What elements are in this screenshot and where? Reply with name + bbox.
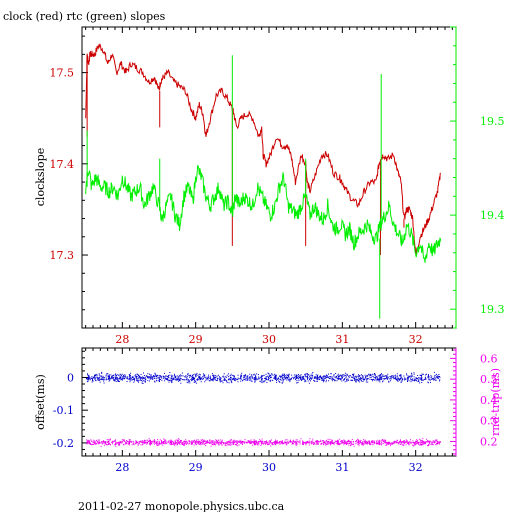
bottom-left-y-axis-label: offset(ms) bbox=[34, 374, 47, 430]
top-right-y-ticks: 19.3 19.4 19.5 bbox=[450, 26, 505, 329]
y-tick-label: 0.6 bbox=[480, 352, 498, 365]
y-tick-label: 19.4 bbox=[480, 209, 505, 222]
top-x-ticks: 28 29 30 31 32 bbox=[85, 27, 453, 346]
y-tick-label: 0.2 bbox=[480, 435, 498, 448]
y-tick-label: -0.1 bbox=[53, 404, 74, 417]
x-tick-label: 30 bbox=[262, 333, 276, 346]
y-tick-label: 17.5 bbox=[50, 67, 75, 80]
series-line-clock bbox=[85, 42, 441, 255]
series-line-rtc bbox=[85, 165, 442, 263]
x-tick-label: 31 bbox=[335, 461, 349, 474]
y-tick-label: 19.5 bbox=[480, 115, 505, 128]
x-tick-label: 31 bbox=[335, 333, 349, 346]
y-tick-label: -0.2 bbox=[53, 437, 74, 450]
y-tick-label: 0.5 bbox=[480, 373, 498, 386]
x-tick-label: 30 bbox=[262, 461, 276, 474]
bottom-left-y-ticks: -0.2 -0.1 0 bbox=[53, 350, 88, 457]
x-tick-label: 32 bbox=[409, 333, 423, 346]
x-tick-label: 29 bbox=[189, 461, 203, 474]
y-tick-label: 0 bbox=[67, 371, 74, 384]
bottom-right-y-ticks: 0.2 0.3 0.4 0.5 0.6 bbox=[450, 348, 498, 456]
y-tick-label: 0.4 bbox=[480, 394, 498, 407]
footer-caption: 2011-02-27 monopole.physics.ubc.ca bbox=[78, 500, 285, 512]
x-tick-label: 32 bbox=[409, 461, 423, 474]
x-tick-label: 28 bbox=[115, 461, 129, 474]
bottom-series-group bbox=[85, 371, 441, 447]
y-tick-label: 17.3 bbox=[50, 249, 75, 262]
x-tick-label: 29 bbox=[189, 333, 203, 346]
bottom-right-y-axis-label: rnd-trip(ms) bbox=[489, 368, 502, 436]
y-tick-label: 0.3 bbox=[480, 415, 498, 428]
scatter-points-rnd-trip bbox=[86, 438, 441, 447]
top-y-axis-label: clockslope bbox=[34, 148, 47, 206]
x-tick-label: 28 bbox=[115, 333, 129, 346]
y-tick-label: 17.4 bbox=[50, 158, 75, 171]
chart-title: clock (red) rtc (green) slopes bbox=[3, 10, 166, 23]
bottom-x-ticks: 28 29 30 31 32 bbox=[85, 348, 453, 474]
top-series-group bbox=[85, 42, 442, 319]
scatter-points-offset bbox=[85, 371, 441, 384]
top-left-y-ticks: 17.3 17.4 17.5 bbox=[50, 35, 88, 329]
y-tick-label: 19.3 bbox=[480, 303, 505, 316]
